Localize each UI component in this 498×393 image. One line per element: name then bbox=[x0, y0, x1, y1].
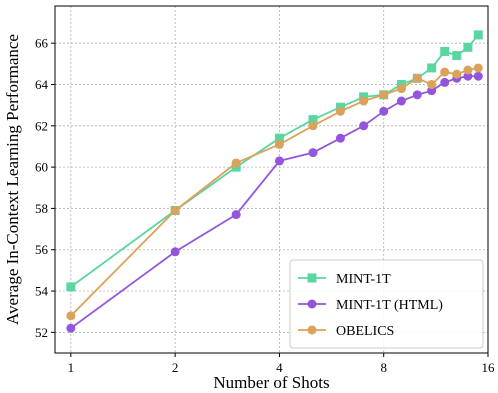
data-point bbox=[440, 77, 450, 87]
x-tick-label: 8 bbox=[380, 360, 387, 375]
legend-box bbox=[289, 259, 484, 349]
data-point bbox=[231, 210, 241, 220]
data-point bbox=[473, 30, 483, 40]
y-tick-label: 60 bbox=[35, 160, 48, 175]
y-axis-ticks: 52 54 56 58 60 62 64 66 bbox=[35, 36, 55, 340]
data-point bbox=[308, 115, 318, 125]
x-tick-label: 1 bbox=[68, 360, 75, 375]
data-point bbox=[412, 73, 422, 83]
x-tick-label: 2 bbox=[172, 360, 179, 375]
data-point bbox=[66, 311, 76, 321]
y-axis-label: Average In-Context Learning Performance bbox=[3, 34, 22, 325]
x-axis-ticks: 1 2 4 8 16 bbox=[68, 353, 495, 375]
data-point bbox=[274, 133, 284, 143]
data-point bbox=[427, 79, 437, 89]
legend-marker bbox=[307, 299, 317, 309]
x-tick-label: 16 bbox=[482, 360, 496, 375]
legend-item: OBELICS bbox=[298, 324, 394, 339]
series-2 bbox=[66, 63, 483, 321]
y-tick-label: 66 bbox=[35, 36, 49, 51]
x-tick-label: 4 bbox=[276, 360, 283, 375]
data-point bbox=[359, 96, 369, 106]
data-point bbox=[66, 282, 76, 292]
series-0 bbox=[66, 30, 483, 292]
data-point bbox=[170, 205, 180, 215]
legend-label: MINT-1T bbox=[336, 272, 391, 287]
data-point bbox=[452, 51, 462, 61]
data-point bbox=[379, 106, 389, 116]
x-axis-label: Number of Shots bbox=[213, 373, 329, 392]
y-tick-label: 56 bbox=[35, 242, 49, 257]
legend-label: MINT-1T (HTML) bbox=[336, 298, 443, 313]
data-point bbox=[452, 69, 462, 79]
legend-item: MINT-1T (HTML) bbox=[298, 298, 443, 313]
data-point bbox=[427, 63, 437, 73]
y-tick-label: 52 bbox=[35, 325, 48, 340]
data-point bbox=[440, 46, 450, 56]
data-point bbox=[440, 67, 450, 77]
plot-frame bbox=[54, 5, 489, 354]
data-point bbox=[396, 84, 406, 94]
data-point bbox=[463, 71, 473, 81]
legend: MINT-1T MINT-1T (HTML) OBELICS bbox=[289, 259, 484, 349]
data-point bbox=[335, 133, 345, 143]
data-point bbox=[473, 63, 483, 73]
data-point bbox=[231, 158, 241, 168]
data-point bbox=[359, 121, 369, 131]
data-point bbox=[427, 86, 437, 96]
series-line bbox=[70, 34, 479, 288]
y-tick-label: 54 bbox=[35, 284, 49, 299]
data-point bbox=[308, 121, 318, 131]
legend-marker bbox=[307, 325, 317, 335]
series-layer bbox=[66, 30, 483, 333]
y-tick-label: 62 bbox=[35, 118, 48, 133]
legend-item: MINT-1T bbox=[298, 272, 391, 287]
data-point bbox=[396, 96, 406, 106]
y-tick-label: 64 bbox=[35, 77, 49, 92]
data-point bbox=[170, 247, 180, 257]
data-point bbox=[379, 90, 389, 100]
legend-marker bbox=[307, 273, 317, 283]
y-tick-label: 58 bbox=[35, 201, 48, 216]
data-point bbox=[274, 139, 284, 149]
data-point bbox=[335, 106, 345, 116]
data-point bbox=[66, 323, 76, 333]
data-point bbox=[463, 42, 473, 52]
data-point bbox=[308, 148, 318, 158]
data-point bbox=[412, 90, 422, 100]
legend-label: OBELICS bbox=[336, 324, 394, 339]
data-point bbox=[274, 156, 284, 166]
data-point bbox=[463, 65, 473, 75]
data-point bbox=[473, 71, 483, 81]
